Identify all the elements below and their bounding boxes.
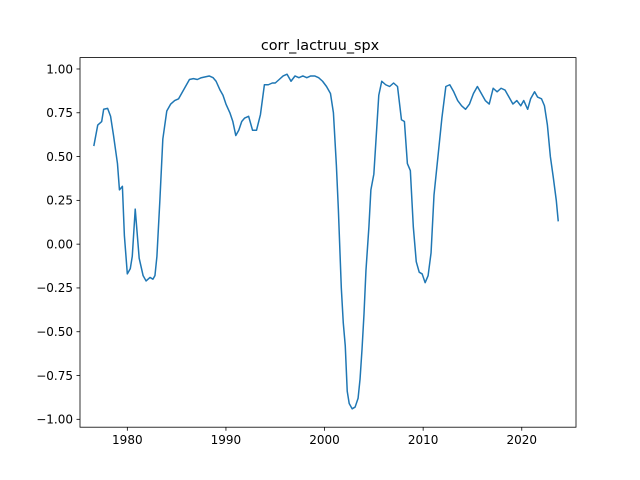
y-tick-label: −1.00 xyxy=(36,413,73,427)
y-tick-label: 0.50 xyxy=(46,150,73,164)
chart-title: corr_lactruu_spx xyxy=(261,38,380,54)
y-tick-label: −0.50 xyxy=(36,325,73,339)
y-axis-ticks: −1.00 −0.75 −0.50 −0.25 0.00 0.25 0.50 0.75 1.00 xyxy=(36,62,80,427)
x-axis-ticks: 1980 1990 2000 2010 2020 xyxy=(112,427,537,447)
y-tick-label: 0.00 xyxy=(46,237,73,251)
series-line-0 xyxy=(93,73,559,410)
x-tick-label: 1980 xyxy=(112,433,143,447)
x-tick-label: 2020 xyxy=(506,433,537,447)
x-tick-label: 2000 xyxy=(309,433,340,447)
x-tick-label: 2010 xyxy=(408,433,439,447)
y-tick-label: 1.00 xyxy=(46,62,73,76)
axes-frame xyxy=(79,57,577,428)
y-tick-label: −0.75 xyxy=(36,369,73,383)
y-tick-label: 0.75 xyxy=(46,106,73,120)
x-tick-label: 1990 xyxy=(211,433,242,447)
plot-area xyxy=(93,73,559,410)
y-tick-label: −0.25 xyxy=(36,281,73,295)
y-tick-label: 0.25 xyxy=(46,194,73,208)
